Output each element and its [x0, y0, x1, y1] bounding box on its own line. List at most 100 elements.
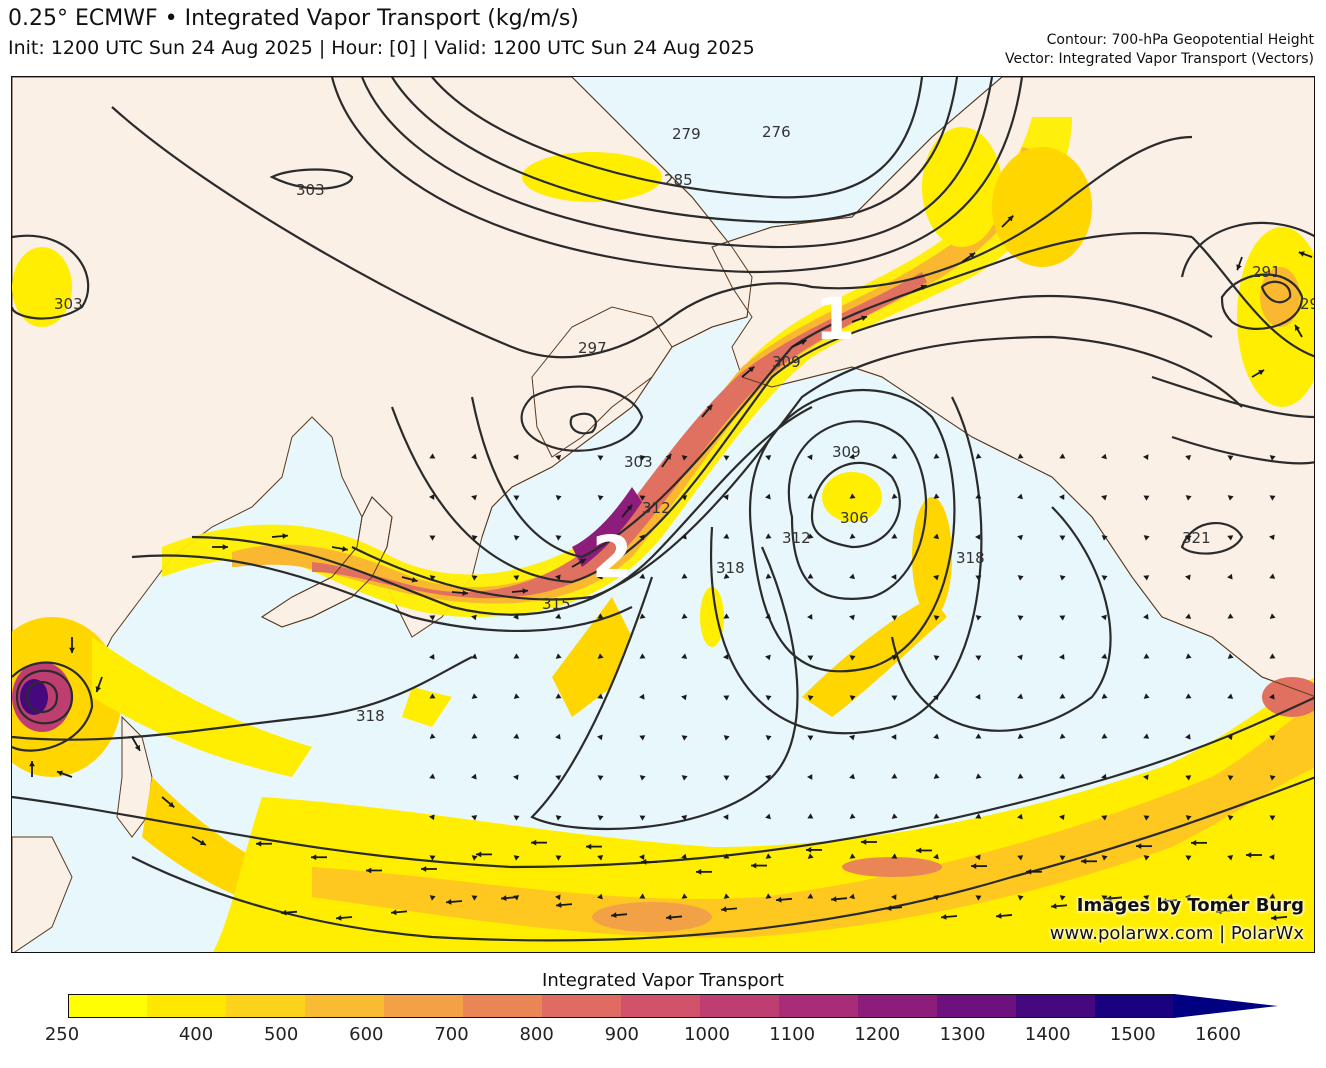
- vector-arrow: [975, 615, 982, 621]
- contour-label: 29: [1300, 295, 1315, 313]
- vector-arrow: [597, 775, 604, 781]
- colorbar-tick-label: 1400: [1024, 1024, 1071, 1045]
- vector-arrow: [1059, 773, 1066, 779]
- vector-arrow: [513, 535, 520, 541]
- colorbar-cell: [68, 994, 148, 1018]
- vector-arrow: [639, 854, 645, 861]
- vector-arrow: [975, 733, 982, 739]
- vector-arrow: [555, 855, 562, 861]
- colorbar-cell: [384, 994, 464, 1018]
- vector-arrow: [555, 902, 573, 908]
- colorbar-tick-label: 1600: [1195, 1024, 1241, 1045]
- vector-arrow: [471, 494, 478, 501]
- vector-arrow: [1227, 613, 1234, 619]
- vector-arrow: [429, 895, 436, 901]
- vector-arrow: [1185, 495, 1192, 501]
- vector-arrow: [1017, 654, 1023, 661]
- colorbar-tick-label: 1300: [939, 1024, 986, 1045]
- contour-label: 285: [664, 171, 693, 189]
- vector-arrow: [681, 893, 688, 899]
- vector-arrow: [1185, 693, 1192, 699]
- vector-arrow: [69, 637, 75, 653]
- vector-arrow: [1143, 733, 1150, 739]
- vector-arrow: [1215, 908, 1233, 915]
- vector-arrow: [849, 573, 856, 580]
- vector-arrow: [723, 494, 729, 501]
- vector-arrow: [1143, 454, 1149, 461]
- vector-arrow: [555, 775, 562, 781]
- colorbar-cell: [1016, 994, 1096, 1018]
- vector-arrow: [513, 653, 520, 659]
- credit-site: www.polarwx.com | PolarWx: [1049, 923, 1304, 944]
- vector-arrow: [741, 366, 755, 378]
- vector-arrow: [940, 914, 958, 920]
- vector-arrow: [1059, 693, 1066, 699]
- annotation-1: 1: [815, 285, 855, 353]
- vector-arrow: [1050, 903, 1068, 910]
- vector-arrow: [555, 894, 561, 901]
- vector-arrow: [681, 533, 687, 540]
- colorbar-tick-label: 400: [178, 1024, 214, 1045]
- vector-arrow: [681, 735, 688, 741]
- vector-arrow: [531, 839, 547, 846]
- vector-arrow: [429, 814, 435, 821]
- vector-arrow: [1227, 734, 1233, 741]
- land-islands-south: [12, 836, 73, 952]
- vector-arrow: [429, 693, 436, 699]
- vector-arrow: [1269, 613, 1276, 619]
- vector-arrow: [639, 613, 646, 619]
- vector-arrow: [1017, 813, 1023, 820]
- vector-arrow: [161, 796, 175, 808]
- vector-arrow: [1270, 914, 1288, 921]
- vector-arrow: [555, 535, 562, 541]
- vector-arrow: [1185, 574, 1191, 581]
- vector-arrow: [723, 735, 730, 741]
- vector-arrow: [933, 533, 939, 540]
- vector-arrow: [1143, 535, 1150, 541]
- vector-arrow: [933, 813, 940, 819]
- vector-arrow: [1101, 895, 1108, 901]
- colorbar: [68, 994, 1278, 1018]
- colorbar-tick-label: 700: [434, 1024, 469, 1045]
- vector-arrow: [429, 653, 435, 660]
- vector-arrow: [933, 615, 940, 621]
- vector-arrow: [891, 773, 898, 779]
- vector-arrow: [471, 653, 478, 659]
- vector-arrow: [681, 495, 688, 501]
- vector-arrow: [681, 853, 687, 860]
- vector-arrow: [471, 773, 477, 780]
- vector-arrow: [471, 693, 478, 699]
- vector-arrow: [471, 855, 478, 861]
- vector-arrow: [723, 853, 730, 859]
- vector-arrow: [597, 815, 604, 821]
- vector-arrow: [891, 615, 898, 621]
- colorbar-tick-label: 800: [519, 1024, 554, 1045]
- vector-arrow: [500, 895, 518, 901]
- vector-arrow: [933, 493, 940, 499]
- vector-arrow: [597, 893, 603, 900]
- vector-arrow: [639, 495, 646, 501]
- colorbar-tick-label: 1000: [684, 1024, 730, 1045]
- vector-arrow: [849, 853, 856, 859]
- vector-arrow: [933, 733, 940, 740]
- vector-arrow: [280, 909, 298, 916]
- vector-arrow: [807, 655, 814, 661]
- vector-arrow: [513, 815, 520, 821]
- vector-arrow: [421, 866, 437, 872]
- vector-arrow: [56, 770, 73, 778]
- vector-arrow: [1101, 535, 1108, 541]
- vector-arrow: [933, 773, 940, 779]
- colorbar-cell: [937, 994, 1017, 1018]
- vector-arrow: [1059, 494, 1065, 500]
- vector-arrow: [975, 773, 982, 779]
- vector-arrow: [471, 535, 478, 541]
- vector-arrow: [1101, 494, 1108, 501]
- vector-arrow: [212, 544, 228, 550]
- vector-arrow: [1059, 733, 1066, 739]
- vector-arrow: [1269, 815, 1276, 821]
- vector-arrow: [723, 775, 730, 781]
- vector-arrow: [366, 867, 382, 874]
- vector-arrow: [891, 533, 898, 539]
- vector-arrow: [1101, 815, 1108, 821]
- vector-arrow: [597, 495, 604, 501]
